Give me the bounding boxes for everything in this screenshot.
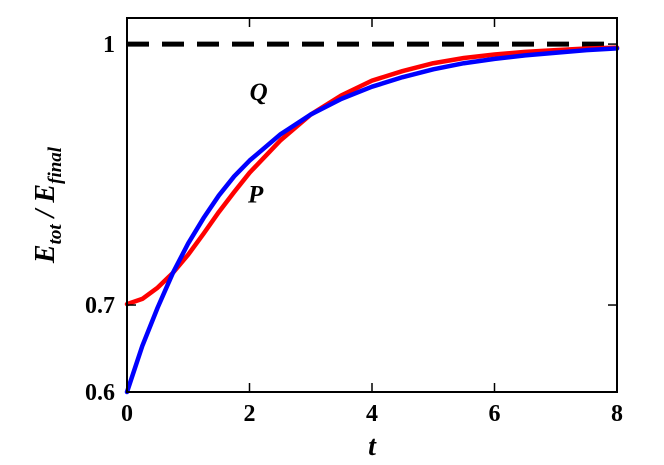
y-axis-title-main-2: E	[30, 184, 61, 204]
y-axis-title: Etot / Efinal	[30, 146, 66, 264]
x-tick-label: 6	[489, 401, 501, 427]
curve-label-p: P	[247, 181, 264, 208]
x-axis-title: t	[368, 431, 377, 462]
ticks-layer: 0 2 4 6 8 0.6 0.7 1	[85, 18, 623, 427]
x-tick-label: 4	[366, 401, 378, 427]
annotations-layer: QP	[247, 79, 268, 209]
x-tick-label: 2	[244, 401, 256, 427]
series-line-q	[124, 46, 620, 395]
x-tick-label: 0	[121, 401, 133, 427]
y-axis-title-sep: /	[30, 203, 61, 225]
y-axis-title-sub-1: tot	[45, 224, 66, 245]
y-axis-title-main-1: E	[30, 244, 61, 264]
x-tick-label: 8	[611, 401, 623, 427]
y-tick-label: 1	[103, 32, 115, 58]
plot-area: 0 2 4 6 80.60.71 QP	[85, 17, 623, 427]
curve-label-q: Q	[250, 79, 268, 106]
y-tick-label: 0.6	[85, 380, 115, 406]
plot-frame	[126, 17, 618, 393]
series-layer	[124, 45, 620, 395]
y-axis-title-sub-2: final	[45, 146, 66, 184]
y-tick-label: 0.7	[85, 293, 115, 319]
